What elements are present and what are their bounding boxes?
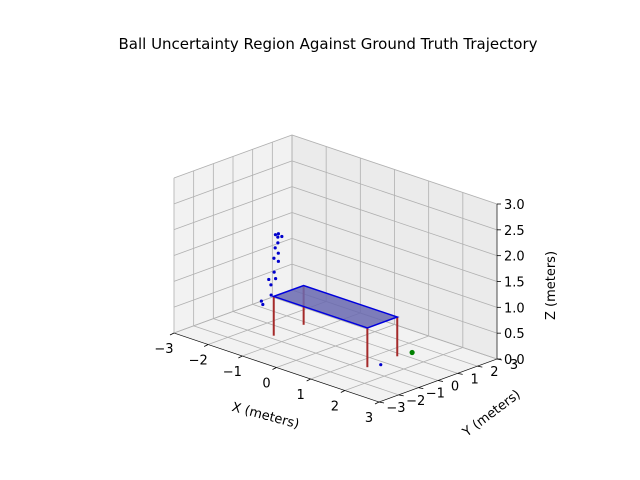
- uncertainty-points: [259, 232, 383, 367]
- x-tick-mark: [203, 344, 209, 347]
- y-tick-mark: [418, 387, 424, 390]
- x-tick-mark: [272, 367, 277, 370]
- x-axis-label: X (meters): [230, 400, 301, 432]
- x-tick-label: 3: [365, 411, 373, 426]
- grid-floor-y: [193, 325, 399, 396]
- grid-back-z: [291, 160, 498, 231]
- z-axis-ticks: 0.0 0.5 1.0 1.5 2.0 2.5 3.0: [497, 198, 525, 368]
- grid-floor-y: [272, 296, 478, 367]
- grid-floor-y: [213, 318, 419, 389]
- y-tick-mark: [457, 372, 463, 375]
- z-tick-label: 1.5: [504, 276, 525, 291]
- x-tick-mark: [306, 378, 311, 382]
- uncertainty-point: [269, 283, 273, 287]
- ground-truth-points: [409, 349, 415, 356]
- z-tick-label: 3.0: [504, 198, 525, 213]
- x-tick-label: 0: [262, 377, 270, 392]
- x-tick-label: −2: [189, 354, 208, 369]
- chart-title: Ball Uncertainty Region Against Ground T…: [118, 35, 537, 53]
- grid-floor-y: [232, 311, 439, 381]
- z-tick-label: 0.0: [504, 353, 525, 368]
- grid-left-z: [173, 186, 293, 231]
- y-tick-label: 3: [510, 358, 518, 373]
- x-tick-mark: [340, 390, 346, 393]
- grid-floor-y: [252, 303, 458, 374]
- x-tick-label: 1: [297, 388, 305, 403]
- y-tick-label: 2: [490, 365, 498, 380]
- y-tick-mark: [378, 401, 385, 404]
- uncertainty-point: [269, 293, 273, 297]
- grid-left-z: [173, 212, 293, 256]
- y-axis-ticks: −3 −2 −1 0 1 2 3: [378, 358, 518, 416]
- x-tick-label: −1: [223, 365, 242, 380]
- uncertainty-point: [280, 234, 284, 239]
- y-tick-mark: [437, 380, 444, 382]
- uncertainty-point: [272, 256, 276, 260]
- y-tick-label: −1: [426, 387, 445, 402]
- uncertainty-point: [276, 251, 280, 255]
- table-model: [271, 284, 400, 368]
- grid-back-z: [291, 212, 498, 282]
- x-tick-mark: [374, 401, 380, 405]
- x-tick-mark: [238, 355, 243, 359]
- uncertainty-point: [273, 246, 277, 250]
- x-tick-label: 2: [331, 400, 339, 415]
- y-tick-mark: [398, 394, 404, 397]
- grid-back-z: [291, 134, 498, 205]
- x-axis-ticks: −3 −2 −1 0 1 2 3: [154, 332, 380, 426]
- y-tick-label: −2: [406, 394, 425, 409]
- table-top: [271, 284, 400, 329]
- z-tick-label: 0.5: [504, 327, 525, 342]
- uncertainty-point: [274, 277, 278, 281]
- grid-left-z: [173, 263, 293, 308]
- gridlines: [173, 134, 498, 403]
- uncertainty-point: [276, 235, 280, 239]
- uncertainty-point: [276, 232, 281, 236]
- uncertainty-point: [276, 241, 280, 245]
- y-tick-label: −3: [386, 401, 405, 416]
- axes-panes: [172, 134, 499, 403]
- uncertainty-point: [276, 259, 280, 263]
- grid-back-z: [291, 237, 498, 308]
- grid-back-z: [291, 263, 498, 334]
- x-tick-label: −3: [154, 342, 173, 357]
- uncertainty-point: [379, 363, 383, 367]
- y-axis-label: Y (meters): [459, 387, 523, 441]
- y-tick-label: 0: [451, 380, 459, 395]
- uncertainty-point: [267, 277, 271, 282]
- grid-left-z: [173, 134, 293, 179]
- uncertainty-point: [272, 270, 276, 274]
- uncertainty-point: [261, 302, 265, 307]
- z-tick-label: 1.0: [504, 301, 525, 316]
- z-tick-label: 2.5: [504, 224, 525, 239]
- z-axis-label: Z (meters): [544, 251, 559, 320]
- grid-back-z: [291, 186, 498, 257]
- x-tick-mark: [169, 332, 175, 336]
- uncertainty-point: [273, 233, 278, 237]
- grid-left-z: [173, 160, 293, 205]
- grid-left-z: [173, 237, 293, 282]
- ground-truth-point: [409, 349, 415, 356]
- z-tick-label: 2.0: [504, 250, 525, 265]
- y-tick-label: 1: [471, 372, 479, 387]
- grid-left-z: [173, 289, 293, 334]
- uncertainty-point: [259, 299, 263, 303]
- y-tick-mark: [477, 365, 483, 368]
